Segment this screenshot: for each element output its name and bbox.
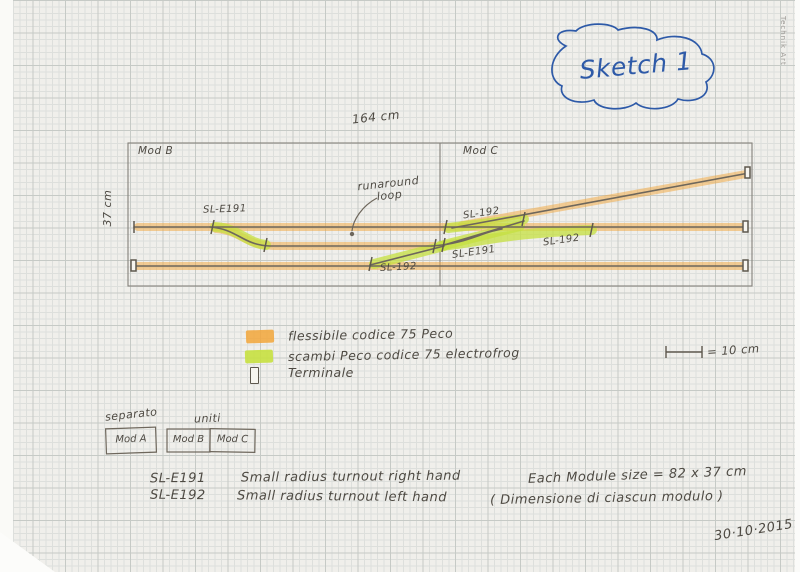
note-row-1: SL-E191 Small radius turnout right hand (149, 468, 461, 487)
scan-right-margin (795, 0, 800, 572)
page-corner (0, 532, 55, 572)
scale-bar (665, 346, 703, 358)
flex-track-highlight (134, 170, 750, 270)
turnout-label-sl-192-bottom: SL-192 (379, 261, 418, 274)
note-row-2-desc: Small radius turnout left hand (236, 488, 448, 506)
turnout-ticks (133, 211, 594, 272)
legend-terminal-label: Terminale (288, 365, 354, 380)
module-c-label: Mod C (463, 145, 499, 157)
module-arrangement-boxes (104, 426, 256, 455)
note-row-1-desc: Small radius turnout right hand (240, 468, 461, 486)
flex-track-swatch (245, 329, 275, 344)
terminal-markers (130, 166, 751, 272)
terminal-icon (250, 367, 259, 384)
module-b-box-label: Mod B (172, 434, 205, 445)
module-b-label: Mod B (138, 145, 174, 157)
module-c-box-label: Mod C (216, 433, 249, 446)
note-row-2: SL-E192 Small radius turnout left hand (149, 487, 448, 506)
height-dimension-label: 37 cm (100, 189, 114, 227)
note-row-2-code: SL-E192 (149, 487, 206, 504)
note-row-1-code: SL-E191 (149, 470, 206, 487)
legend-flex-label: flessibile codice 75 Peco (287, 325, 454, 344)
runaround-leader (349, 197, 378, 237)
title-cloud-outline (551, 23, 715, 110)
joined-label: uniti (193, 411, 222, 426)
scan-left-margin (0, 0, 13, 572)
track-pencil-lines (132, 172, 750, 267)
paper-brand-text: Technik Art (779, 16, 787, 66)
turnout-swatch (244, 349, 274, 364)
turnout-label-sl-e191-left: SL-E191 (202, 203, 247, 216)
module-a-box-label: Mod A (115, 433, 147, 446)
